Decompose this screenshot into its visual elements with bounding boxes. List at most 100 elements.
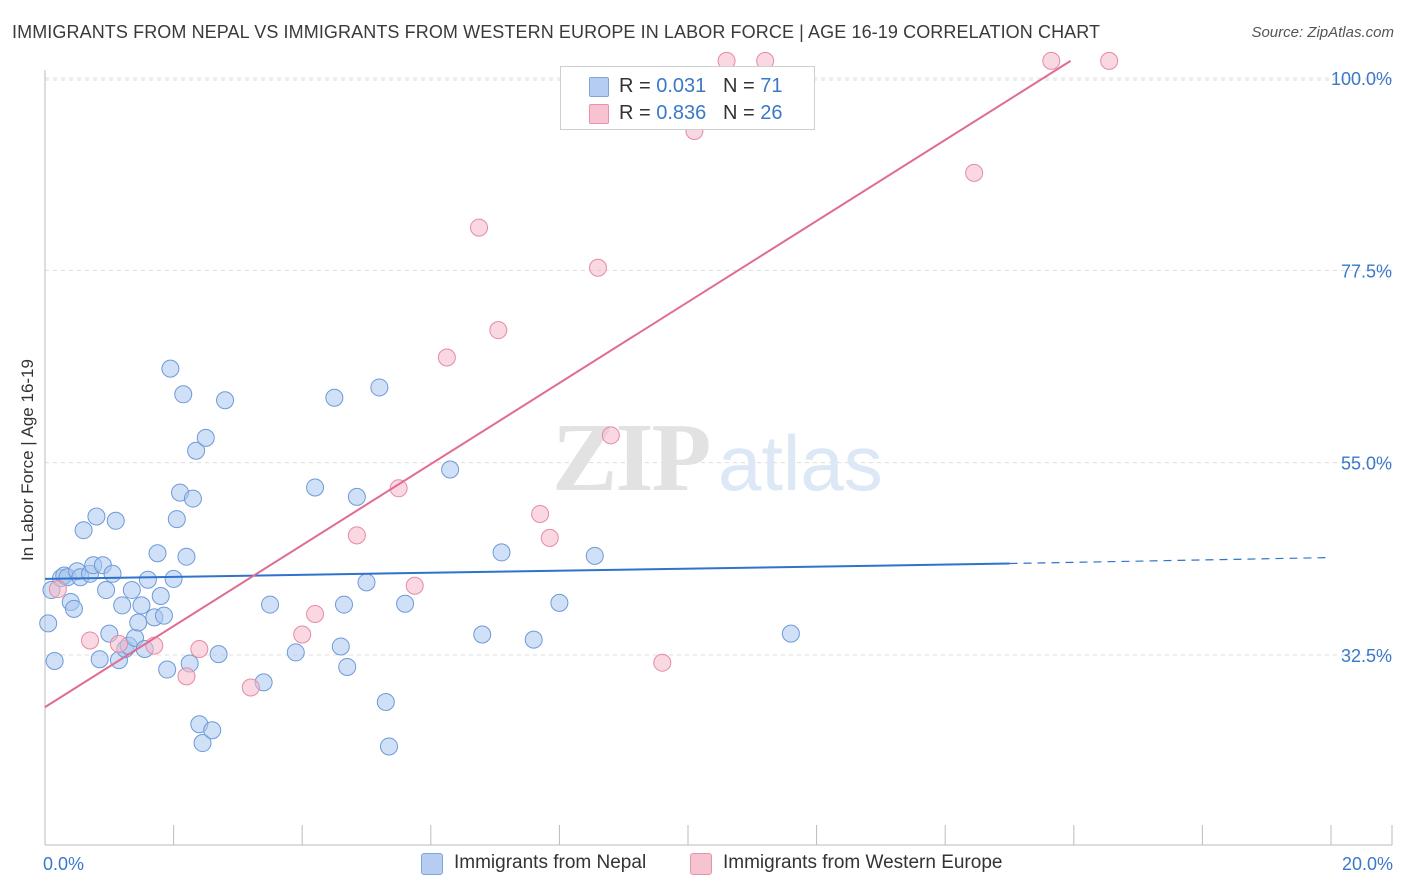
nepal-point <box>585 546 604 565</box>
nepal-point <box>441 460 460 479</box>
nepal-point <box>550 593 569 612</box>
y-tick-label: 55.0% <box>1341 454 1392 474</box>
weu-point <box>177 667 196 686</box>
x-tick-label: 20.0% <box>1342 854 1393 874</box>
weu-point <box>1100 51 1119 70</box>
weu-point <box>653 653 672 672</box>
nepal-point <box>347 487 366 506</box>
legend-weu-label: Immigrants from Western Europe <box>723 852 1003 873</box>
nepal-point <box>106 511 125 530</box>
watermark-zip: ZIP <box>552 404 710 512</box>
nepal-point <box>87 507 106 526</box>
weu-point <box>109 634 128 653</box>
points-layer <box>39 51 1119 756</box>
nepal-point <box>380 737 399 756</box>
y-tick-label: 100.0% <box>1331 69 1392 89</box>
nepal-point <box>129 613 148 632</box>
weu-point <box>293 625 312 644</box>
weu-trend-line <box>44 60 1072 708</box>
nepal-point <box>524 630 543 649</box>
nepal-trend-extension <box>1009 556 1332 565</box>
nepal-point <box>286 643 305 662</box>
nepal-point <box>148 544 167 563</box>
weu-point <box>405 576 424 595</box>
nepal-point <box>97 581 116 600</box>
nepal-n-label: N = <box>722 75 761 97</box>
nepal-r-value: 0.031 <box>656 75 707 97</box>
nepal-point <box>473 625 492 644</box>
weu-point <box>601 426 620 445</box>
nepal-point <box>331 637 350 656</box>
nepal-point <box>154 606 173 625</box>
weu-point <box>588 258 607 277</box>
nepal-point <box>183 489 202 508</box>
nepal-point <box>151 587 170 606</box>
weu-point <box>190 640 209 659</box>
nepal-point <box>370 378 389 397</box>
nepal-point <box>122 581 141 600</box>
nepal-point <box>187 441 206 460</box>
nepal-point <box>164 569 183 588</box>
nepal-trend-line <box>44 562 1010 580</box>
nepal-n-value: 71 <box>760 75 783 97</box>
weu-point <box>389 479 408 498</box>
weu-point <box>145 636 164 655</box>
weu-point <box>470 218 489 237</box>
nepal-point <box>132 596 151 615</box>
weu-n-label: N = <box>722 102 761 124</box>
nepal-point <box>74 521 93 540</box>
nepal-point <box>174 385 193 404</box>
nepal-point <box>357 573 376 592</box>
trend-layer <box>44 60 1332 708</box>
nepal-point <box>167 510 186 529</box>
nepal-point <box>306 478 325 497</box>
nepal-point <box>376 693 395 712</box>
watermark: ZIP atlas <box>552 404 883 512</box>
watermark-atlas: atlas <box>718 419 883 507</box>
weu-point <box>81 631 100 650</box>
series-legend: Immigrants from Nepal Immigrants from We… <box>0 852 1406 878</box>
nepal-point <box>492 543 511 562</box>
nepal-swatch <box>589 77 609 97</box>
y-tick-label: 77.5% <box>1341 261 1392 281</box>
nepal-point <box>209 645 228 664</box>
y-axis-label: In Labor Force | Age 16-19 <box>18 359 37 561</box>
y-tick-label: 32.5% <box>1341 646 1392 666</box>
nepal-point <box>781 624 800 643</box>
nepal-point <box>203 721 222 740</box>
nepal-point <box>196 428 215 447</box>
nepal-point <box>64 599 83 618</box>
nepal-r-label: R = <box>619 75 657 97</box>
nepal-point <box>334 595 353 614</box>
nepal-point <box>396 594 415 613</box>
nepal-point <box>216 391 235 410</box>
nepal-point <box>325 388 344 407</box>
source-credit: Source: ZipAtlas.com <box>1251 24 1394 41</box>
weu-point <box>489 321 508 340</box>
nepal-point <box>45 651 64 670</box>
nepal-point <box>158 660 177 679</box>
x-tick-label: 0.0% <box>43 854 84 874</box>
weu-point <box>1042 51 1061 70</box>
nepal-point <box>261 595 280 614</box>
weu-point <box>531 504 550 523</box>
nepal-point <box>113 596 132 615</box>
axis-layer <box>44 70 1393 846</box>
tick-labels-layer: 32.5% 55.0% 77.5% 100.0% 0.0% 20.0% <box>43 69 1393 874</box>
nepal-point <box>138 570 157 589</box>
weu-point <box>306 604 325 623</box>
weu-r-label: R = <box>619 102 657 124</box>
chart-title: IMMIGRANTS FROM NEPAL VS IMMIGRANTS FROM… <box>12 22 1101 42</box>
nepal-point <box>338 657 357 676</box>
nepal-point <box>39 614 58 633</box>
correlation-legend: R = 0.031 N = 71 R = 0.836 N = 26 <box>560 66 815 130</box>
weu-r-value: 0.836 <box>656 102 707 124</box>
nepal-point <box>177 547 196 566</box>
nepal-point <box>103 564 122 583</box>
weu-point <box>965 163 984 182</box>
legend-weu-swatch <box>690 853 712 875</box>
legend-nepal-swatch <box>421 853 443 875</box>
nepal-point <box>161 359 180 378</box>
weu-point <box>48 580 67 599</box>
